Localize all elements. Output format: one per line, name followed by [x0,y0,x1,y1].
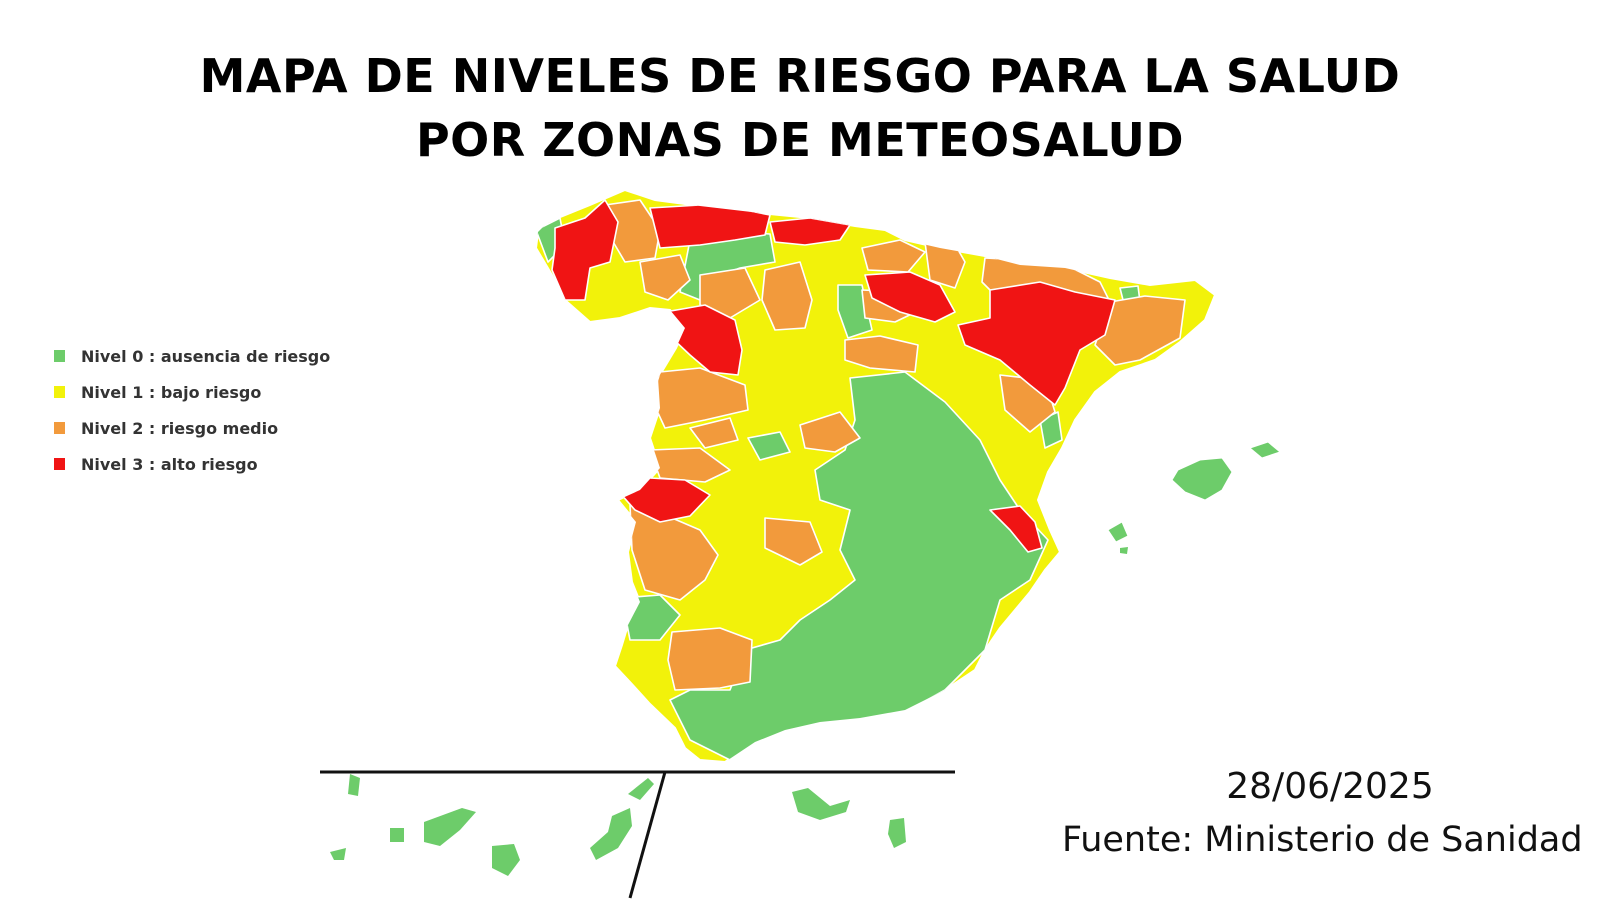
map-source: Fuente: Ministerio de Sanidad [1062,820,1583,860]
zone-orange-sevilla [667,627,753,691]
island-menorca [1248,441,1282,459]
island-gran-canaria [492,844,520,876]
zone-green-madrid [747,431,791,461]
legend-swatch-nivel-3 [54,458,65,470]
legend-item-nivel-1: Nivel 1 : bajo riesgo [54,374,330,410]
title-line-2: POR ZONAS DE METEOSALUD [415,113,1185,167]
zone-orange-leon-east [699,267,761,319]
zone-orange-salamanca-east [689,417,739,449]
island-ibiza [1107,521,1129,543]
island-mallorca [1171,457,1233,501]
legend-swatch-nivel-1 [54,386,65,398]
legend: Nivel 0 : ausencia de riesgo Nivel 1 : b… [54,338,330,482]
legend-item-nivel-3: Nivel 3 : alto riesgo [54,446,330,482]
zone-red-leon-west [664,304,743,376]
legend-label-nivel-1: Nivel 1 : bajo riesgo [81,382,262,402]
zone-red-cantabria [769,217,851,246]
map-title: MAPA DE NIVELES DE RIESGO PARA LA SALUD … [0,44,1600,172]
zone-orange-navarra [924,231,966,289]
legend-swatch-nivel-0 [54,350,65,362]
zone-orange-toledo [764,517,823,566]
legend-item-nivel-2: Nivel 2 : riesgo medio [54,410,330,446]
island-inset-east-2 [888,818,906,848]
island-fuerteventura [590,808,632,860]
zone-orange-caceres-south [629,504,719,601]
canary-divider-diagonal [628,771,667,899]
legend-swatch-nivel-2 [54,422,65,434]
zone-orange-soria [844,335,919,373]
zone-red-valencia [989,505,1043,553]
zone-orange-cantabria-east [861,239,926,273]
legend-item-nivel-0: Nivel 0 : ausencia de riesgo [54,338,330,374]
island-formentera [1120,547,1128,554]
map-date: 28/06/2025 [1226,766,1434,807]
island-inset-east-1 [792,788,850,820]
zone-red-coruna [551,199,619,301]
title-line-1: MAPA DE NIVELES DE RIESGO PARA LA SALUD [199,49,1401,103]
island-lanzarote [628,778,654,800]
zone-orange-palencia [761,261,813,331]
zone-orange-caceres-north [649,447,731,483]
legend-label-nivel-2: Nivel 2 : riesgo medio [81,418,279,438]
island-tenerife [424,808,476,846]
zone-orange-segovia [799,411,861,453]
zone-red-aragon [957,281,1116,406]
island-la-palma [348,774,360,796]
legend-label-nivel-3: Nivel 3 : alto riesgo [81,454,258,474]
legend-label-nivel-0: Nivel 0 : ausencia de riesgo [81,346,331,366]
island-la-gomera [390,828,404,842]
island-el-hierro [330,848,346,860]
zone-orange-lleida [1094,295,1186,366]
zone-red-navarra-south [864,271,956,323]
zone-orange-lugo [639,254,691,301]
